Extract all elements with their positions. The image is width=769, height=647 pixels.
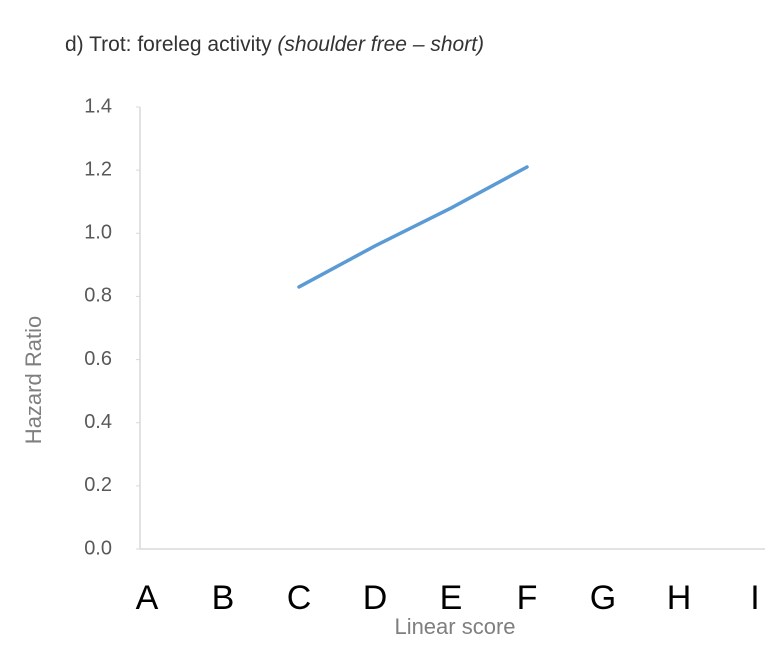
chart-title: d) Trot: foreleg activity (shoulder free…: [65, 33, 484, 56]
x-tick-label: D: [363, 579, 388, 617]
y-tick-label: 1.0: [84, 222, 112, 244]
title-main: d) Trot: foreleg activity: [65, 33, 272, 56]
y-tick-label: 0.8: [84, 285, 112, 307]
y-tick-label: 0.6: [84, 348, 112, 370]
x-tick-label: F: [517, 579, 538, 617]
y-tick-label: 0.0: [84, 537, 112, 559]
x-tick-label: I: [750, 579, 759, 617]
y-tick-label: 1.4: [84, 95, 112, 117]
y-tick-label: 1.2: [84, 158, 112, 180]
y-axis-label: Hazard Ratio: [21, 316, 46, 444]
line-series: [297, 165, 529, 289]
x-tick-label: E: [440, 579, 463, 617]
x-tick-label: H: [667, 579, 692, 617]
y-tick-label: 0.2: [84, 474, 112, 496]
title-italic: (shoulder free – short): [277, 33, 484, 56]
x-tick-label: C: [287, 579, 312, 617]
y-tick-label: 0.4: [84, 411, 112, 433]
x-tick-label: A: [136, 579, 159, 617]
x-tick-label: B: [212, 579, 235, 617]
x-tick-label: G: [590, 579, 616, 617]
x-axis-label: Linear score: [394, 614, 515, 639]
